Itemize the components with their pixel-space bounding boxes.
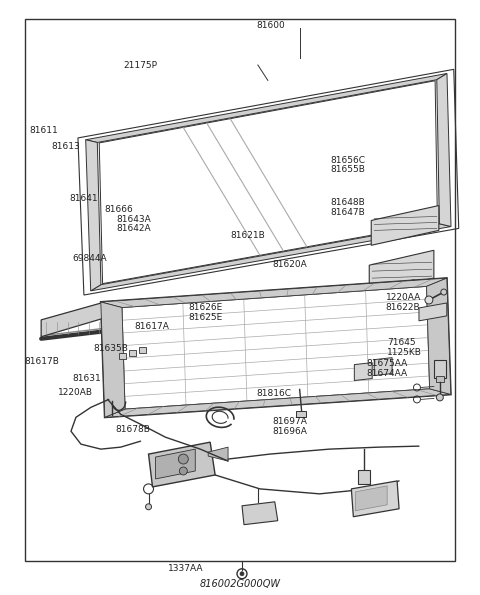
Circle shape <box>180 467 187 475</box>
Bar <box>296 411 306 417</box>
Text: 81696A: 81696A <box>273 427 307 436</box>
Text: 21175P: 21175P <box>123 61 157 70</box>
Polygon shape <box>355 486 387 511</box>
Polygon shape <box>101 278 451 417</box>
Text: 81697A: 81697A <box>273 417 307 426</box>
Text: 81625E: 81625E <box>189 312 223 321</box>
Polygon shape <box>101 302 125 417</box>
Polygon shape <box>168 295 310 330</box>
Text: 81600: 81600 <box>257 21 286 30</box>
Circle shape <box>436 394 444 401</box>
Text: 81611: 81611 <box>29 126 58 135</box>
Text: 81622B: 81622B <box>385 303 420 312</box>
Text: 81656C: 81656C <box>331 156 366 165</box>
Text: 1337AA: 1337AA <box>168 564 203 573</box>
Text: 81626E: 81626E <box>189 303 223 312</box>
Text: 81678B: 81678B <box>115 425 150 434</box>
Text: 81666: 81666 <box>104 205 133 214</box>
Text: 81613: 81613 <box>51 142 80 151</box>
Polygon shape <box>208 447 228 461</box>
Circle shape <box>441 289 447 295</box>
Polygon shape <box>148 442 215 487</box>
Circle shape <box>425 296 433 304</box>
Text: 81648B: 81648B <box>331 198 365 207</box>
Polygon shape <box>175 325 245 368</box>
Polygon shape <box>122 286 430 409</box>
Text: 81674AA: 81674AA <box>366 369 408 378</box>
Polygon shape <box>156 449 195 479</box>
Polygon shape <box>90 76 447 289</box>
Text: 1220AA: 1220AA <box>385 293 421 302</box>
Bar <box>358 470 370 484</box>
Polygon shape <box>427 278 451 394</box>
Polygon shape <box>374 358 392 375</box>
Polygon shape <box>101 278 447 308</box>
Polygon shape <box>437 73 451 227</box>
Text: 81631: 81631 <box>72 374 101 383</box>
Polygon shape <box>351 481 399 516</box>
Polygon shape <box>354 362 372 381</box>
Text: 69844A: 69844A <box>72 254 107 263</box>
Text: 81647B: 81647B <box>331 208 365 217</box>
Text: 81617B: 81617B <box>24 357 59 366</box>
Bar <box>434 359 446 378</box>
Text: 1125KB: 1125KB <box>387 348 422 357</box>
Text: 81655B: 81655B <box>331 165 366 174</box>
Polygon shape <box>419 303 447 321</box>
Text: 81621B: 81621B <box>230 231 265 240</box>
Text: 71645: 71645 <box>387 338 416 347</box>
Polygon shape <box>99 81 437 284</box>
Polygon shape <box>86 73 447 142</box>
Polygon shape <box>371 205 439 245</box>
Text: 81617A: 81617A <box>134 322 169 331</box>
Text: 81620A: 81620A <box>273 260 307 269</box>
Text: 81816C: 81816C <box>257 389 292 399</box>
Text: 1220AB: 1220AB <box>58 388 93 397</box>
Bar <box>436 375 444 381</box>
Polygon shape <box>369 250 434 293</box>
Polygon shape <box>86 140 101 291</box>
Polygon shape <box>242 502 278 525</box>
Bar <box>129 350 136 356</box>
Polygon shape <box>91 224 451 291</box>
Circle shape <box>179 454 188 464</box>
Text: 81675AA: 81675AA <box>366 359 408 368</box>
Circle shape <box>240 572 244 576</box>
Bar <box>119 353 126 359</box>
Text: 816002G000QW: 816002G000QW <box>200 580 280 590</box>
Text: 81643A: 81643A <box>116 215 151 224</box>
Text: 81641: 81641 <box>69 194 98 203</box>
Bar <box>139 347 145 353</box>
Text: 81642A: 81642A <box>116 224 151 233</box>
Text: 81635B: 81635B <box>93 345 128 353</box>
Polygon shape <box>41 302 105 337</box>
Polygon shape <box>105 389 451 417</box>
Circle shape <box>145 504 152 510</box>
